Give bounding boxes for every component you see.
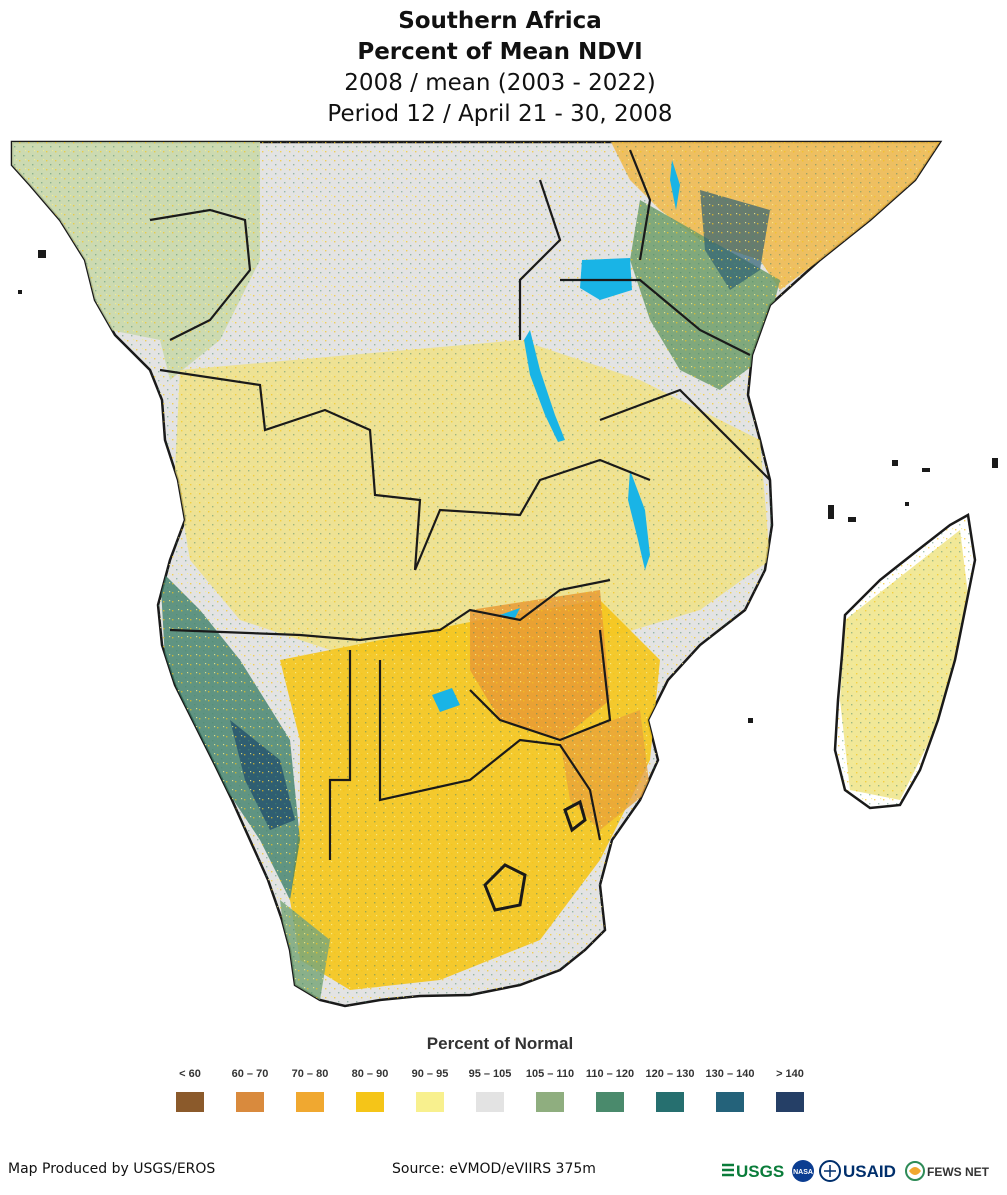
legend-swatch — [656, 1092, 684, 1112]
legend-item-label: 90 – 95 — [411, 1068, 449, 1080]
legend-item-label: 120 – 130 — [645, 1068, 695, 1080]
legend-item: 95 – 105 — [460, 1068, 520, 1112]
country-borders — [149, 149, 771, 860]
legend-swatch — [296, 1092, 324, 1112]
map-canvas — [10, 140, 998, 1008]
madagascar — [833, 513, 977, 810]
legend-item-label: 70 – 80 — [291, 1068, 329, 1080]
usgs-logo-text: USGS — [736, 1162, 784, 1181]
fews-net-logo-text: FEWS NET — [927, 1165, 990, 1179]
legend-item-label: 105 – 110 — [525, 1068, 575, 1080]
okavango-delta — [432, 688, 460, 712]
legend-item: > 140 — [760, 1068, 820, 1112]
legend-swatch — [416, 1092, 444, 1112]
ndvi-map — [0, 140, 1007, 1020]
ndvi-zones — [12, 142, 975, 1006]
legend-item-label: > 140 — [776, 1068, 804, 1080]
eswatini — [563, 799, 587, 833]
legend-swatch — [536, 1092, 564, 1112]
legend-swatch — [356, 1092, 384, 1112]
legend-swatch — [776, 1092, 804, 1112]
legend-item: 120 – 130 — [640, 1068, 700, 1112]
usaid-logo-text: USAID — [843, 1162, 896, 1181]
map-title-block: Southern Africa Percent of Mean NDVI 200… — [0, 6, 1000, 130]
legend-item: 80 – 90 — [340, 1068, 400, 1112]
legend-item-label: 130 – 140 — [705, 1068, 755, 1080]
legend-item: 105 – 110 — [520, 1068, 580, 1112]
lake-kariba — [500, 608, 520, 618]
islands — [18, 250, 998, 723]
legend-item: 60 – 70 — [220, 1068, 280, 1112]
legend-title: Percent of Normal — [426, 1034, 574, 1053]
nasa-logo: NASA — [790, 1155, 816, 1187]
title-comparison: 2008 / mean (2003 - 2022) — [344, 70, 656, 96]
fews-net-logo: FEWS NET — [904, 1155, 1004, 1187]
legend-swatch — [596, 1092, 624, 1112]
usaid-logo-graphic: USAID — [819, 1160, 896, 1182]
lake-tanganyika — [524, 330, 565, 442]
nasa-logo-graphic: NASA — [792, 1160, 814, 1182]
legend-item-label: 60 – 70 — [231, 1068, 269, 1080]
lesotho — [483, 863, 527, 912]
data-source: Source: eVMOD/eVIIRS 375m — [392, 1161, 596, 1177]
lake-malawi — [628, 470, 650, 570]
title-period: Period 12 / April 21 - 30, 2008 — [327, 101, 673, 127]
nasa-logo-text: NASA — [793, 1169, 813, 1176]
lake-turkana — [670, 160, 680, 210]
legend-item-label: 95 – 105 — [468, 1068, 512, 1080]
usgs-logo-graphic: USGS — [722, 1162, 784, 1181]
usaid-logo: USAID — [818, 1155, 902, 1187]
title-region: Southern Africa — [398, 8, 602, 34]
legend-item-label: < 60 — [179, 1068, 201, 1080]
legend-item: 110 – 120 — [580, 1068, 640, 1112]
map-credit: Map Produced by USGS/EROS — [8, 1161, 216, 1177]
legend-swatch — [236, 1092, 264, 1112]
legend-item: 90 – 95 — [400, 1068, 460, 1112]
legend-item: 70 – 80 — [280, 1068, 340, 1112]
legend-swatch — [176, 1092, 204, 1112]
fews-net-logo-graphic: FEWS NET — [905, 1161, 990, 1181]
legend-item: 130 – 140 — [700, 1068, 760, 1112]
usgs-logo: USGS — [720, 1155, 790, 1187]
partner-logos: USGS NASA USAID FEWS NET — [720, 1155, 1004, 1187]
legend-item: < 60 — [160, 1068, 220, 1112]
title-product: Percent of Mean NDVI — [357, 39, 643, 65]
legend-swatch — [476, 1092, 504, 1112]
legend-item-label: 80 – 90 — [351, 1068, 389, 1080]
legend-item-label: 110 – 120 — [585, 1068, 635, 1080]
legend-swatch — [716, 1092, 744, 1112]
